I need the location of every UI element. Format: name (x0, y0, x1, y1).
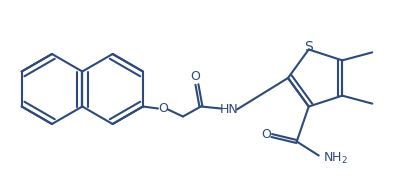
Text: HN: HN (220, 103, 238, 116)
Text: O: O (158, 102, 168, 115)
Text: S: S (304, 41, 313, 54)
Text: O: O (190, 70, 200, 83)
Text: O: O (261, 128, 271, 141)
Text: NH$_2$: NH$_2$ (323, 151, 348, 166)
